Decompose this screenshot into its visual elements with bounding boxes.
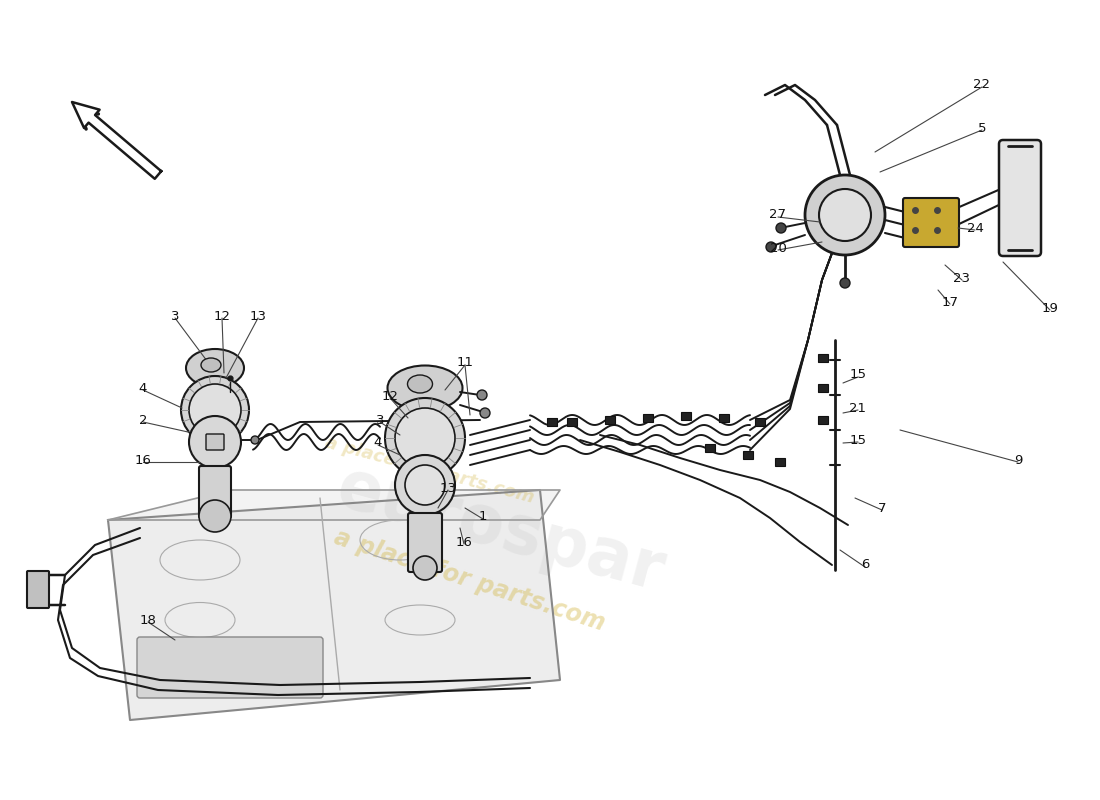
Bar bbox=[776, 458, 785, 466]
Text: 22: 22 bbox=[974, 78, 990, 91]
Ellipse shape bbox=[186, 349, 244, 387]
Circle shape bbox=[766, 242, 775, 252]
Text: 15: 15 bbox=[849, 369, 867, 382]
Text: 27: 27 bbox=[770, 209, 786, 222]
Text: 13: 13 bbox=[440, 482, 456, 494]
Bar bbox=[705, 444, 715, 452]
FancyBboxPatch shape bbox=[206, 434, 224, 450]
Bar bbox=[605, 416, 615, 424]
Text: 4: 4 bbox=[374, 437, 382, 450]
Circle shape bbox=[199, 500, 231, 532]
Bar bbox=[818, 354, 828, 362]
Text: 12: 12 bbox=[382, 390, 398, 402]
Circle shape bbox=[805, 175, 886, 255]
Circle shape bbox=[820, 189, 871, 241]
FancyBboxPatch shape bbox=[28, 571, 50, 608]
Circle shape bbox=[189, 384, 241, 436]
Circle shape bbox=[189, 416, 241, 468]
FancyBboxPatch shape bbox=[999, 140, 1041, 256]
Polygon shape bbox=[108, 490, 560, 720]
Text: 19: 19 bbox=[1042, 302, 1058, 314]
Text: 24: 24 bbox=[967, 222, 983, 234]
Text: 1: 1 bbox=[478, 510, 487, 523]
Text: 11: 11 bbox=[456, 357, 473, 370]
Circle shape bbox=[776, 223, 786, 233]
Text: 15: 15 bbox=[849, 434, 867, 446]
Polygon shape bbox=[72, 102, 162, 179]
Text: 23: 23 bbox=[954, 271, 970, 285]
Text: 21: 21 bbox=[849, 402, 867, 414]
Bar bbox=[742, 451, 754, 459]
Circle shape bbox=[405, 465, 446, 505]
Ellipse shape bbox=[407, 375, 432, 393]
Text: 16: 16 bbox=[455, 535, 472, 549]
Circle shape bbox=[840, 278, 850, 288]
Text: 3: 3 bbox=[376, 414, 384, 426]
Circle shape bbox=[412, 556, 437, 580]
Text: eurospar: eurospar bbox=[329, 454, 671, 606]
FancyBboxPatch shape bbox=[138, 637, 323, 698]
Text: 9: 9 bbox=[1014, 454, 1022, 466]
Ellipse shape bbox=[387, 366, 462, 410]
Text: 17: 17 bbox=[942, 295, 958, 309]
Text: 3: 3 bbox=[170, 310, 179, 322]
Text: 18: 18 bbox=[140, 614, 156, 626]
Circle shape bbox=[182, 376, 249, 444]
Text: 5: 5 bbox=[978, 122, 987, 134]
Bar bbox=[755, 418, 764, 426]
Bar bbox=[681, 412, 691, 420]
Text: 2: 2 bbox=[139, 414, 147, 426]
Text: 20: 20 bbox=[770, 242, 786, 254]
Bar bbox=[818, 384, 828, 392]
Circle shape bbox=[395, 408, 455, 468]
Circle shape bbox=[477, 390, 487, 400]
Text: 12: 12 bbox=[213, 310, 231, 322]
Bar bbox=[566, 418, 578, 426]
Text: 7: 7 bbox=[878, 502, 887, 514]
Text: a place for parts.com: a place for parts.com bbox=[331, 525, 608, 635]
Text: 16: 16 bbox=[134, 454, 152, 466]
FancyBboxPatch shape bbox=[199, 466, 231, 518]
Text: a place for parts.com: a place for parts.com bbox=[323, 434, 537, 506]
Bar bbox=[547, 418, 557, 426]
Bar bbox=[818, 416, 828, 424]
Circle shape bbox=[251, 436, 258, 444]
Circle shape bbox=[395, 455, 455, 515]
Text: 13: 13 bbox=[250, 310, 266, 322]
Polygon shape bbox=[108, 490, 560, 520]
Bar bbox=[719, 414, 729, 422]
FancyBboxPatch shape bbox=[408, 513, 442, 572]
Circle shape bbox=[385, 398, 465, 478]
Text: 4: 4 bbox=[139, 382, 147, 394]
Bar bbox=[644, 414, 653, 422]
Circle shape bbox=[480, 408, 490, 418]
FancyBboxPatch shape bbox=[903, 198, 959, 247]
Text: 6: 6 bbox=[861, 558, 869, 571]
Ellipse shape bbox=[201, 358, 221, 372]
